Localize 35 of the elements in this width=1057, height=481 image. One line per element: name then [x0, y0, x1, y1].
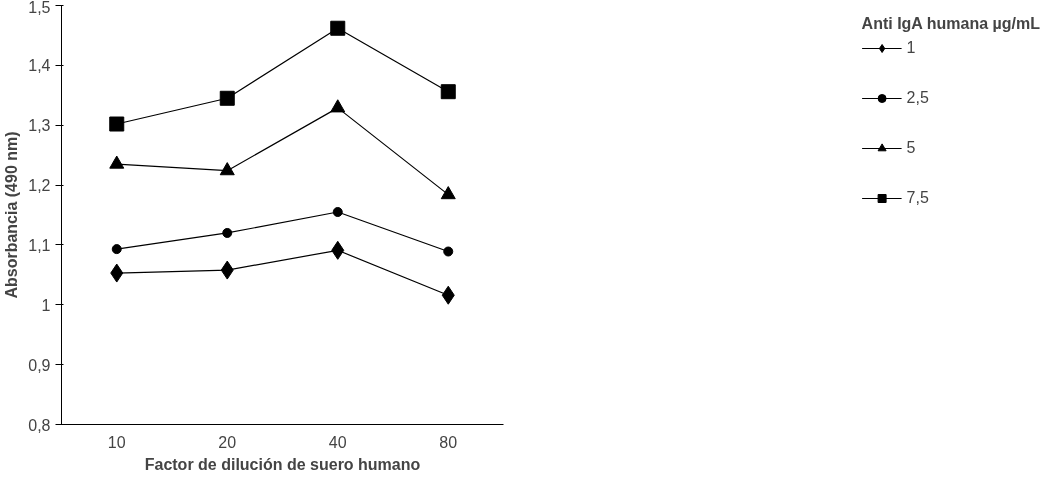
legend-label: 1 — [906, 39, 917, 57]
x-tick-label: 20 — [218, 433, 237, 451]
point — [220, 260, 234, 280]
legend-label: 5 — [906, 139, 917, 157]
point — [109, 116, 125, 132]
y-tick-label: 1,3 — [28, 117, 51, 135]
point — [110, 263, 124, 283]
y-tick-label: 1,2 — [28, 177, 51, 195]
y-axis-title: Absorbancia (490 nm) — [3, 131, 21, 299]
x-tick-label: 40 — [328, 433, 347, 451]
y-tick-label: 0,8 — [28, 416, 51, 434]
point — [219, 162, 235, 176]
legend-label: 2,5 — [906, 89, 929, 107]
y-tick-label: 1,1 — [28, 236, 51, 254]
point — [222, 227, 233, 238]
point — [111, 244, 122, 255]
point — [443, 246, 454, 257]
point — [109, 155, 125, 169]
point — [441, 285, 455, 305]
y-tick-label: 1,4 — [28, 57, 51, 75]
x-tick-label: 10 — [107, 433, 126, 451]
y-tick-label: 1,5 — [28, 0, 51, 16]
point — [440, 84, 456, 100]
y-tick-label: 1 — [41, 296, 51, 314]
legend-title: Anti IgA humana µg/mL — [861, 15, 1040, 33]
point — [330, 20, 346, 36]
x-axis-title: Factor de dilución de suero humano — [144, 455, 421, 473]
point — [332, 207, 343, 217]
point — [330, 99, 346, 113]
point — [440, 186, 456, 200]
legend-label: 7,5 — [906, 189, 929, 207]
x-tick-label: 80 — [439, 433, 458, 451]
point — [219, 90, 235, 106]
y-tick-label: 0,9 — [28, 356, 51, 374]
point — [331, 240, 345, 260]
